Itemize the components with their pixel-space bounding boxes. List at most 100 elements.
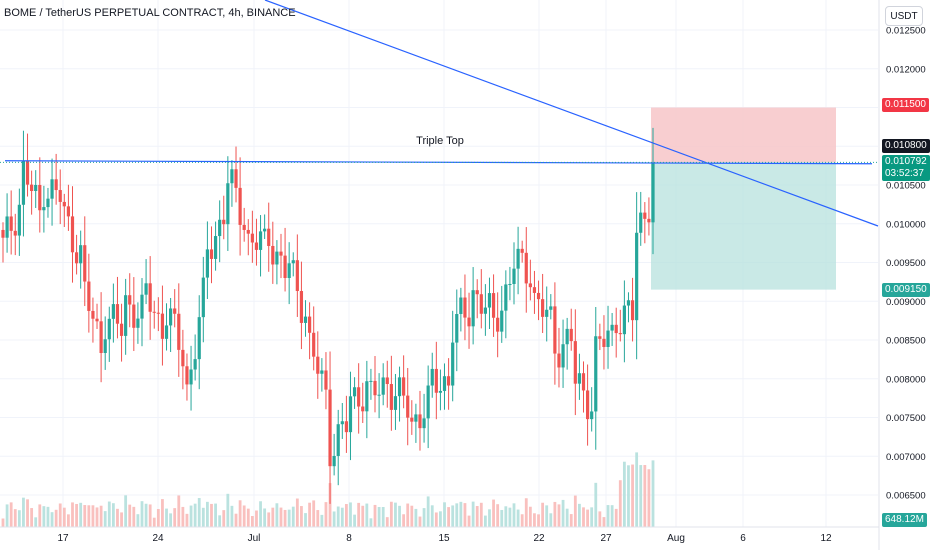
time-tick-label: 24	[152, 533, 164, 544]
volume-bar	[594, 482, 598, 527]
candle-body	[446, 376, 451, 386]
bar-countdown: 03:52:37	[885, 168, 924, 179]
volume-bar	[488, 509, 491, 527]
volume-bar	[328, 483, 332, 527]
candle-body	[418, 414, 422, 429]
volume-bar	[140, 501, 144, 527]
drawing-lines[interactable]: Triple Top	[0, 0, 879, 227]
candle-body	[491, 293, 496, 318]
volume-bar	[308, 502, 312, 527]
volume-bar	[647, 469, 651, 527]
volume-bar	[169, 513, 173, 527]
volume-bar	[156, 509, 160, 527]
volume-bar	[353, 514, 356, 527]
currency-button[interactable]: USDT	[885, 6, 923, 26]
time-axis[interactable]: 17 24 Jul 8 15 22 27 Aug 6 12	[0, 526, 879, 544]
stop-price-label: 0.009150	[882, 283, 930, 297]
candle-body	[234, 169, 238, 188]
volume-bar	[238, 500, 242, 527]
volume-bar	[578, 503, 581, 527]
volume-bar	[181, 506, 185, 527]
candle-body	[320, 370, 324, 374]
volume-bar	[573, 495, 577, 527]
candle-body	[5, 216, 9, 238]
candle-body	[283, 255, 287, 278]
volume-bar	[83, 505, 87, 527]
candle-body	[250, 233, 254, 243]
candle-body	[357, 387, 361, 407]
candle-body	[618, 333, 622, 335]
volume-bar	[287, 509, 291, 527]
last-price-value: 0.010792	[885, 156, 927, 167]
volume-bar	[26, 499, 29, 527]
candle-body	[197, 317, 201, 360]
volume-bar	[643, 465, 647, 527]
time-tick-label: 6	[740, 533, 746, 544]
volume-bar	[443, 502, 446, 527]
volume-bar	[631, 464, 634, 527]
volume-bar	[537, 514, 540, 527]
candle-body	[1, 229, 5, 238]
volume-bar	[520, 514, 524, 527]
candle-body	[54, 179, 58, 191]
volume-bar	[222, 510, 226, 527]
volume-bar	[210, 503, 213, 527]
candle-body	[70, 216, 75, 253]
price-tick-label: 0.008000	[886, 374, 926, 385]
volume-bar	[91, 505, 95, 527]
volume-bar	[185, 513, 189, 527]
candle-body	[643, 212, 647, 219]
candle-body	[381, 377, 385, 395]
candle-body	[332, 455, 336, 467]
volume-bar	[5, 504, 9, 527]
candle-body	[414, 414, 418, 422]
volume-bar	[275, 503, 279, 527]
volume-bar	[263, 508, 267, 527]
volume-bar	[193, 503, 197, 527]
volume-bar	[528, 506, 532, 527]
candle-body	[42, 207, 46, 211]
volume-bar	[516, 509, 520, 527]
volume-bar	[459, 501, 463, 527]
candle-body	[397, 377, 402, 397]
candle-body	[369, 380, 373, 382]
volume-bar	[463, 503, 467, 527]
candle-body	[549, 306, 553, 310]
volume-bar	[557, 504, 561, 527]
candle-body	[426, 385, 430, 419]
volume-bar	[475, 506, 479, 527]
candle-body	[58, 190, 62, 202]
candle-body	[545, 309, 549, 317]
candle-body	[267, 228, 271, 246]
candle-body	[193, 359, 197, 370]
candle-body	[541, 299, 545, 317]
time-tick-label: 27	[600, 533, 612, 544]
candle-body	[520, 248, 524, 253]
volume-bar	[95, 507, 99, 527]
volume-bar	[447, 507, 450, 527]
candle-body	[263, 228, 267, 232]
candle-body	[483, 307, 487, 314]
price-tick-label: 0.012500	[886, 26, 926, 37]
volume-bar	[99, 505, 103, 527]
candle-body	[455, 314, 459, 343]
volume-bar	[553, 501, 557, 527]
volume-bar	[230, 505, 234, 527]
volume-bar	[300, 506, 303, 527]
price-tick-label: 0.010500	[886, 181, 926, 192]
candle-body	[340, 421, 344, 425]
volume-bar	[492, 499, 495, 527]
volume-bar	[267, 512, 271, 527]
candle-body	[132, 304, 136, 328]
candle-body	[467, 317, 471, 327]
volume-bar	[545, 505, 549, 527]
candle-body	[189, 369, 193, 385]
descending-trendline[interactable]	[264, 0, 879, 227]
volume-bar	[42, 506, 46, 527]
volume-bar	[434, 512, 438, 527]
candle-body	[242, 224, 246, 230]
price-axis[interactable]: 0.0125000.0120000.0115000.0110000.010500…	[878, 0, 926, 550]
candle-body	[222, 219, 226, 225]
volume-bar	[38, 504, 42, 527]
